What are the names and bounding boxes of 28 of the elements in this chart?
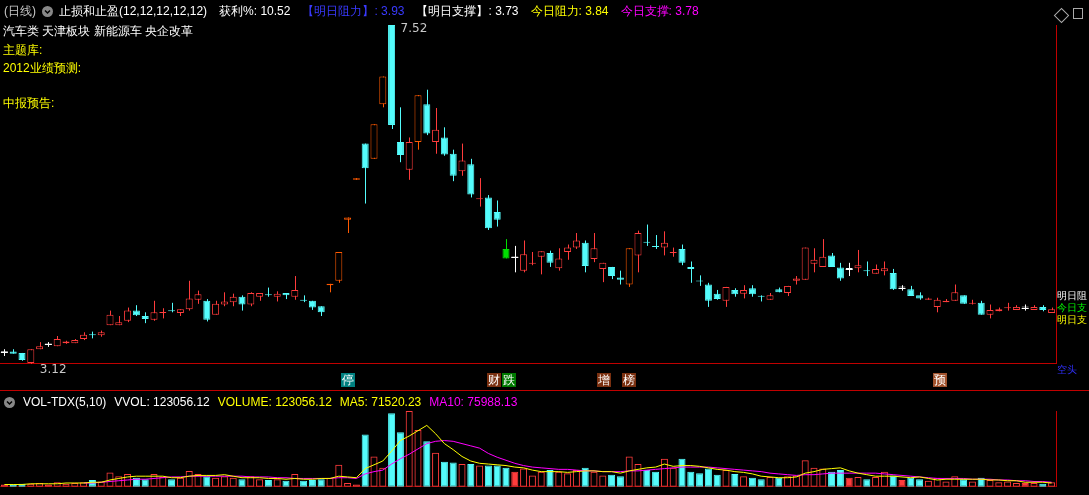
text: 预 (933, 373, 947, 387)
chart-title: (日线) (4, 4, 36, 18)
series-label: MA5: 71520.23 (339, 395, 422, 409)
text: 今日支撑: 3.78 (620, 4, 699, 18)
annotation: 主题库: (3, 43, 43, 57)
text: 财 (487, 373, 501, 387)
text: 榜 (622, 373, 636, 387)
text: 今日阻力: 3.84 (530, 4, 609, 18)
text: 获利%: 10.52 (219, 4, 291, 18)
chart-title: VOL-TDX(5,10) (23, 395, 107, 409)
annotation: 明日阻 (1057, 289, 1087, 302)
annotation: 3.12 (39, 361, 67, 376)
text: 空头 (1057, 363, 1077, 377)
text: 跌 (502, 373, 516, 387)
annotation: 2012业绩预测: (3, 61, 82, 75)
annotation: 汽车类 天津板块 新能源车 央企改革 (3, 24, 194, 38)
text: VVOL: 123056.12 (114, 395, 210, 409)
chart-subtitle: 止损和止盈(12,12,12,12,12) (59, 4, 208, 18)
annotation: 明日支 (1057, 313, 1087, 327)
text: 增 (597, 373, 611, 387)
annotation: 今日支 (1057, 301, 1087, 314)
text: 停 (341, 373, 355, 387)
annotation: 中报预告: (3, 96, 55, 110)
text: MA10: 75988.13 (429, 395, 518, 409)
annotation: 7.52 (400, 21, 428, 36)
text: 【明日支撑】: 3.73 (416, 4, 519, 18)
text: VOLUME: 123056.12 (217, 395, 332, 409)
text: 【明日阻力】: 3.93 (302, 4, 405, 18)
